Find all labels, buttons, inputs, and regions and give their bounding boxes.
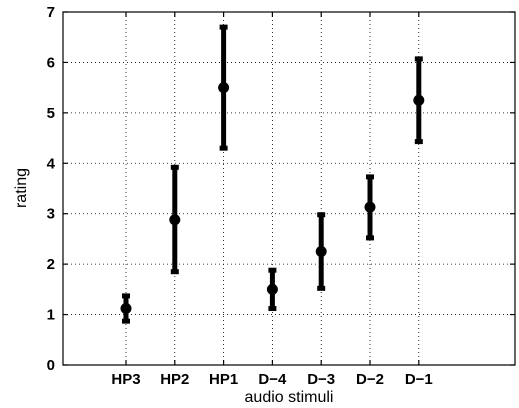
x-tick-label: HP3 — [111, 371, 140, 388]
y-axis-label: rating — [13, 168, 30, 208]
x-tick-label: HP2 — [160, 371, 189, 388]
axis-ticks: 0 1 2 3 4 5 6 7 HP3 HP2 HP1 D−4 D−3 D−2 D−1 — [47, 4, 515, 388]
x-tick-label: D−3 — [307, 371, 335, 388]
y-tick-label: 0 — [47, 357, 55, 374]
x-tick-label: HP1 — [209, 371, 238, 388]
grid — [63, 12, 515, 365]
y-tick-label: 2 — [47, 256, 55, 273]
mean-point-1 — [169, 214, 181, 226]
x-axis-label: audio stimuli — [245, 389, 334, 406]
x-tick-label: D−4 — [258, 371, 287, 388]
mean-point-0 — [120, 303, 132, 315]
y-tick-label: 5 — [47, 105, 55, 122]
mean-point-4 — [315, 246, 327, 258]
mean-point-6 — [413, 94, 425, 106]
y-tick-label: 3 — [47, 206, 55, 223]
x-tick-label: D−2 — [356, 371, 384, 388]
x-tick-label: D−1 — [405, 371, 433, 388]
mean-point-2 — [218, 82, 230, 94]
y-tick-label: 1 — [47, 307, 55, 324]
y-tick-label: 6 — [47, 54, 55, 71]
y-tick-label: 7 — [47, 4, 55, 21]
data-series — [120, 24, 425, 324]
mean-point-5 — [364, 201, 376, 213]
mean-point-3 — [266, 283, 278, 295]
y-tick-label: 4 — [47, 155, 56, 172]
plot-frame — [62, 11, 516, 366]
